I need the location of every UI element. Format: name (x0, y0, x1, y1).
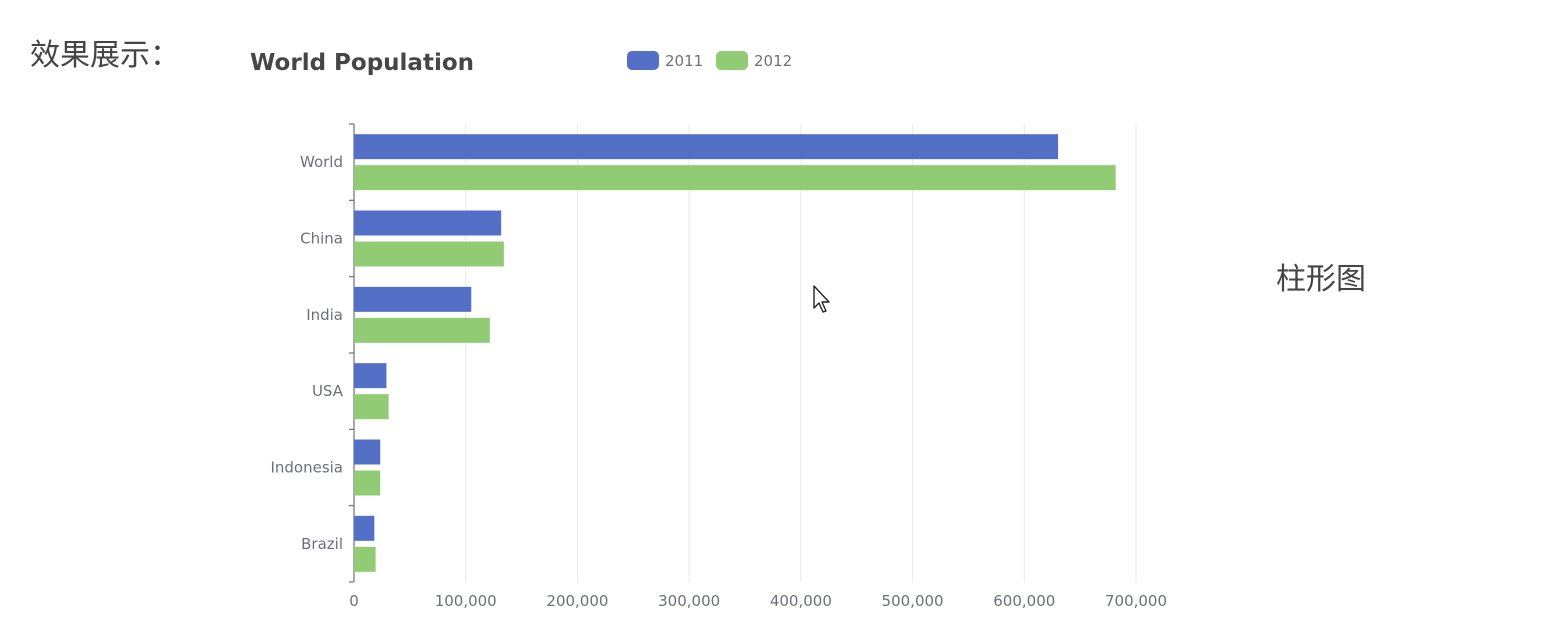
legend-label-2011: 2011 (665, 52, 703, 70)
bar-usa-2011 (354, 363, 387, 389)
chart-title: World Population (250, 50, 474, 76)
bar-brazil-2012 (354, 546, 376, 572)
x-tick-label-300000: 300,000 (658, 592, 720, 610)
y-tick-label-brazil: Brazil (301, 535, 343, 553)
x-tick-label-700000: 700,000 (1105, 592, 1167, 610)
legend: 2011 2012 (627, 51, 792, 70)
bar-brazil-2011 (354, 515, 375, 541)
legend-label-2012: 2012 (754, 52, 792, 70)
legend-swatch-2012 (716, 51, 748, 70)
axis-labels: World China India USA Indonesia Brazil 0 100,00… (270, 153, 1167, 610)
x-tick-label-0: 0 (349, 592, 359, 610)
bar-indonesia-2011 (354, 439, 381, 465)
y-tick-label-indonesia: Indonesia (270, 459, 343, 477)
bar-world-2011 (354, 134, 1059, 160)
y-tick-label-usa: USA (312, 382, 344, 400)
x-tick-label-600000: 600,000 (993, 592, 1055, 610)
bar-india-2011 (354, 286, 472, 312)
x-tick-label-100000: 100,000 (435, 592, 497, 610)
y-tick-label-world: World (300, 153, 343, 171)
bar-usa-2012 (354, 394, 389, 420)
bar-china-2011 (354, 210, 502, 236)
grid-lines (465, 124, 1137, 582)
x-tick-label-500000: 500,000 (882, 592, 944, 610)
bars (354, 134, 1116, 572)
intro-label: 效果展示： (30, 38, 180, 73)
y-tick-label-india: India (306, 306, 343, 324)
x-tick-label-200000: 200,000 (546, 592, 608, 610)
y-tick-label-china: China (300, 230, 343, 248)
axes (349, 123, 355, 583)
legend-swatch-2011 (627, 51, 659, 70)
bar-india-2012 (354, 317, 490, 343)
mouse-cursor-icon (813, 285, 830, 313)
bar-indonesia-2012 (354, 470, 381, 496)
x-tick-label-400000: 400,000 (770, 592, 832, 610)
bar-world-2012 (354, 165, 1116, 191)
bar-china-2012 (354, 241, 504, 267)
chart-type-label: 柱形图 (1276, 262, 1366, 297)
